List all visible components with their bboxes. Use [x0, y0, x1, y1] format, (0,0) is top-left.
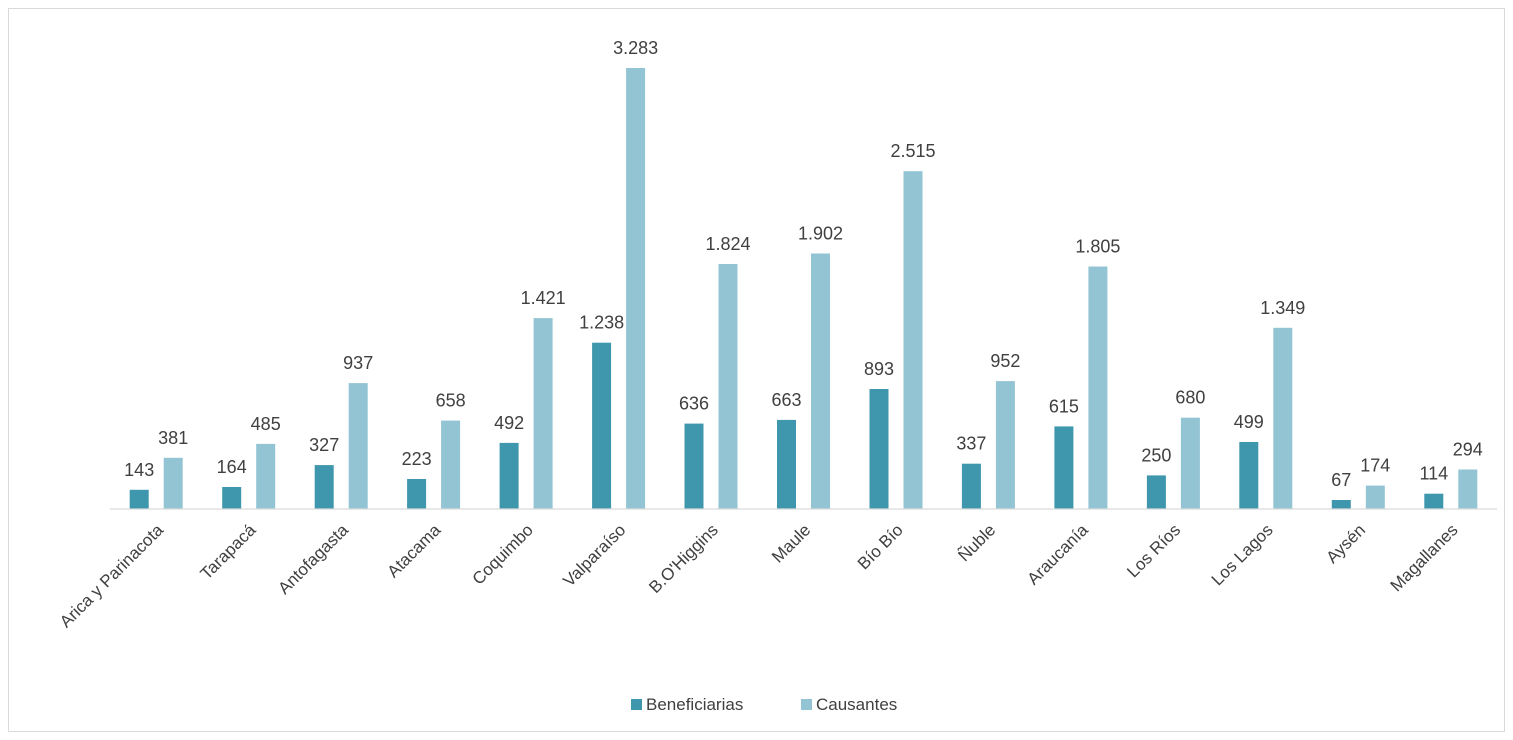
category-label-los-rios: Los Ríos — [1123, 520, 1184, 581]
value-label-beneficiarias-los-rios: 250 — [1141, 445, 1171, 465]
value-label-beneficiarias-tarapaca: 164 — [217, 457, 247, 477]
legend-swatch-causantes — [801, 699, 812, 710]
value-label-causantes-aysen: 174 — [1360, 456, 1390, 476]
value-label-beneficiarias-b-o-higgins: 636 — [679, 394, 709, 414]
bar-causantes-los-lagos — [1273, 327, 1293, 509]
bar-causantes-arica-y-parinacota — [163, 457, 183, 509]
category-label-maule: Maule — [768, 520, 814, 566]
bar-beneficiarias-los-lagos — [1239, 442, 1259, 509]
value-label-causantes-los-rios: 680 — [1175, 388, 1205, 408]
bar-causantes-atacama — [441, 420, 461, 509]
bar-causantes-maule — [811, 253, 830, 509]
category-label-magallanes: Magallanes — [1387, 520, 1462, 595]
value-label-causantes-antofagasta: 937 — [343, 353, 373, 373]
value-label-beneficiarias-maule: 663 — [771, 390, 801, 410]
category-label-antofagasta: Antofagasta — [274, 520, 352, 598]
bar-causantes-bio-bio — [903, 171, 923, 509]
bar-causantes-aysen — [1365, 485, 1385, 509]
bar-beneficiarias-atacama — [407, 479, 427, 509]
bars-layer — [129, 68, 1478, 509]
value-label-beneficiarias-arica-y-parinacota: 143 — [124, 460, 154, 480]
value-label-beneficiarias-valparaiso: 1.238 — [579, 313, 624, 333]
bar-beneficiarias-aysen — [1331, 500, 1351, 509]
value-label-causantes-coquimbo: 1.421 — [521, 288, 566, 308]
category-label-arica-y-parinacota: Arica y Parinacota — [56, 520, 167, 631]
bar-causantes-tarapaca — [256, 443, 276, 509]
value-label-causantes-valparaiso: 3.283 — [613, 38, 658, 58]
category-label-araucania: Araucanía — [1023, 520, 1092, 589]
bar-causantes-antofagasta — [348, 383, 368, 509]
value-label-causantes-atacama: 658 — [436, 391, 466, 411]
bar-causantes-nuble — [995, 381, 1015, 509]
bar-beneficiarias-arica-y-parinacota — [129, 489, 149, 509]
value-label-beneficiarias-bio-bio: 893 — [864, 359, 894, 379]
value-label-beneficiarias-araucania: 615 — [1049, 396, 1079, 416]
value-label-beneficiarias-atacama: 223 — [402, 449, 432, 469]
value-label-causantes-los-lagos: 1.349 — [1260, 298, 1305, 318]
value-label-causantes-maule: 1.902 — [798, 224, 843, 244]
category-label-b-o-higgins: B.O'Higgins — [645, 520, 722, 597]
category-label-coquimbo: Coquimbo — [469, 520, 537, 588]
value-label-causantes-nuble: 952 — [990, 351, 1020, 371]
bar-beneficiarias-magallanes — [1424, 493, 1444, 509]
legend-swatch-beneficiarias — [631, 699, 642, 710]
bar-beneficiarias-valparaiso — [592, 342, 612, 509]
category-label-nuble: Ñuble — [954, 520, 999, 565]
bar-beneficiarias-nuble — [961, 463, 981, 509]
value-label-causantes-arica-y-parinacota: 381 — [158, 428, 188, 448]
value-label-beneficiarias-los-lagos: 499 — [1234, 412, 1264, 432]
bar-beneficiarias-los-rios — [1146, 475, 1166, 509]
bar-causantes-los-rios — [1180, 417, 1200, 509]
category-labels-layer: Arica y Parinacota Tarapacá Antofagasta Ata… — [56, 520, 1462, 631]
value-label-beneficiarias-magallanes: 114 — [1419, 464, 1448, 484]
bar-beneficiarias-tarapaca — [222, 487, 242, 509]
bar-causantes-b-o-higgins — [718, 264, 738, 509]
value-label-causantes-tarapaca: 485 — [251, 414, 281, 434]
value-label-causantes-magallanes: 294 — [1453, 440, 1483, 460]
legend: Beneficiarias Causantes — [631, 695, 897, 714]
category-label-atacama: Atacama — [384, 520, 445, 581]
bar-causantes-araucania — [1088, 266, 1108, 509]
category-label-aysen: Aysén — [1322, 520, 1369, 567]
legend-label-beneficiarias: Beneficiarias — [646, 695, 743, 714]
bar-beneficiarias-araucania — [1054, 426, 1074, 509]
bar-beneficiarias-coquimbo — [499, 442, 519, 509]
value-label-beneficiarias-nuble: 337 — [956, 434, 986, 454]
bar-beneficiarias-bio-bio — [869, 389, 889, 509]
category-label-los-lagos: Los Lagos — [1208, 520, 1277, 589]
category-label-tarapaca: Tarapacá — [197, 520, 260, 583]
value-label-beneficiarias-aysen: 67 — [1331, 470, 1351, 490]
bar-causantes-valparaiso — [626, 68, 646, 509]
bar-beneficiarias-antofagasta — [314, 465, 334, 509]
bar-beneficiarias-b-o-higgins — [684, 423, 704, 509]
category-label-valparaiso: Valparaíso — [559, 520, 629, 590]
category-label-bio-bio: Bío Bío — [854, 520, 907, 573]
bar-causantes-magallanes — [1458, 469, 1478, 509]
value-label-causantes-b-o-higgins: 1.824 — [705, 234, 750, 254]
value-label-beneficiarias-coquimbo: 492 — [494, 413, 524, 433]
bar-beneficiarias-maule — [777, 419, 796, 509]
bar-causantes-coquimbo — [533, 318, 553, 509]
value-label-causantes-araucania: 1.805 — [1075, 237, 1120, 257]
legend-label-causantes: Causantes — [816, 695, 897, 714]
chart-frame — [8, 8, 1505, 732]
value-label-causantes-bio-bio: 2.515 — [890, 141, 935, 161]
value-label-beneficiarias-antofagasta: 327 — [309, 435, 339, 455]
